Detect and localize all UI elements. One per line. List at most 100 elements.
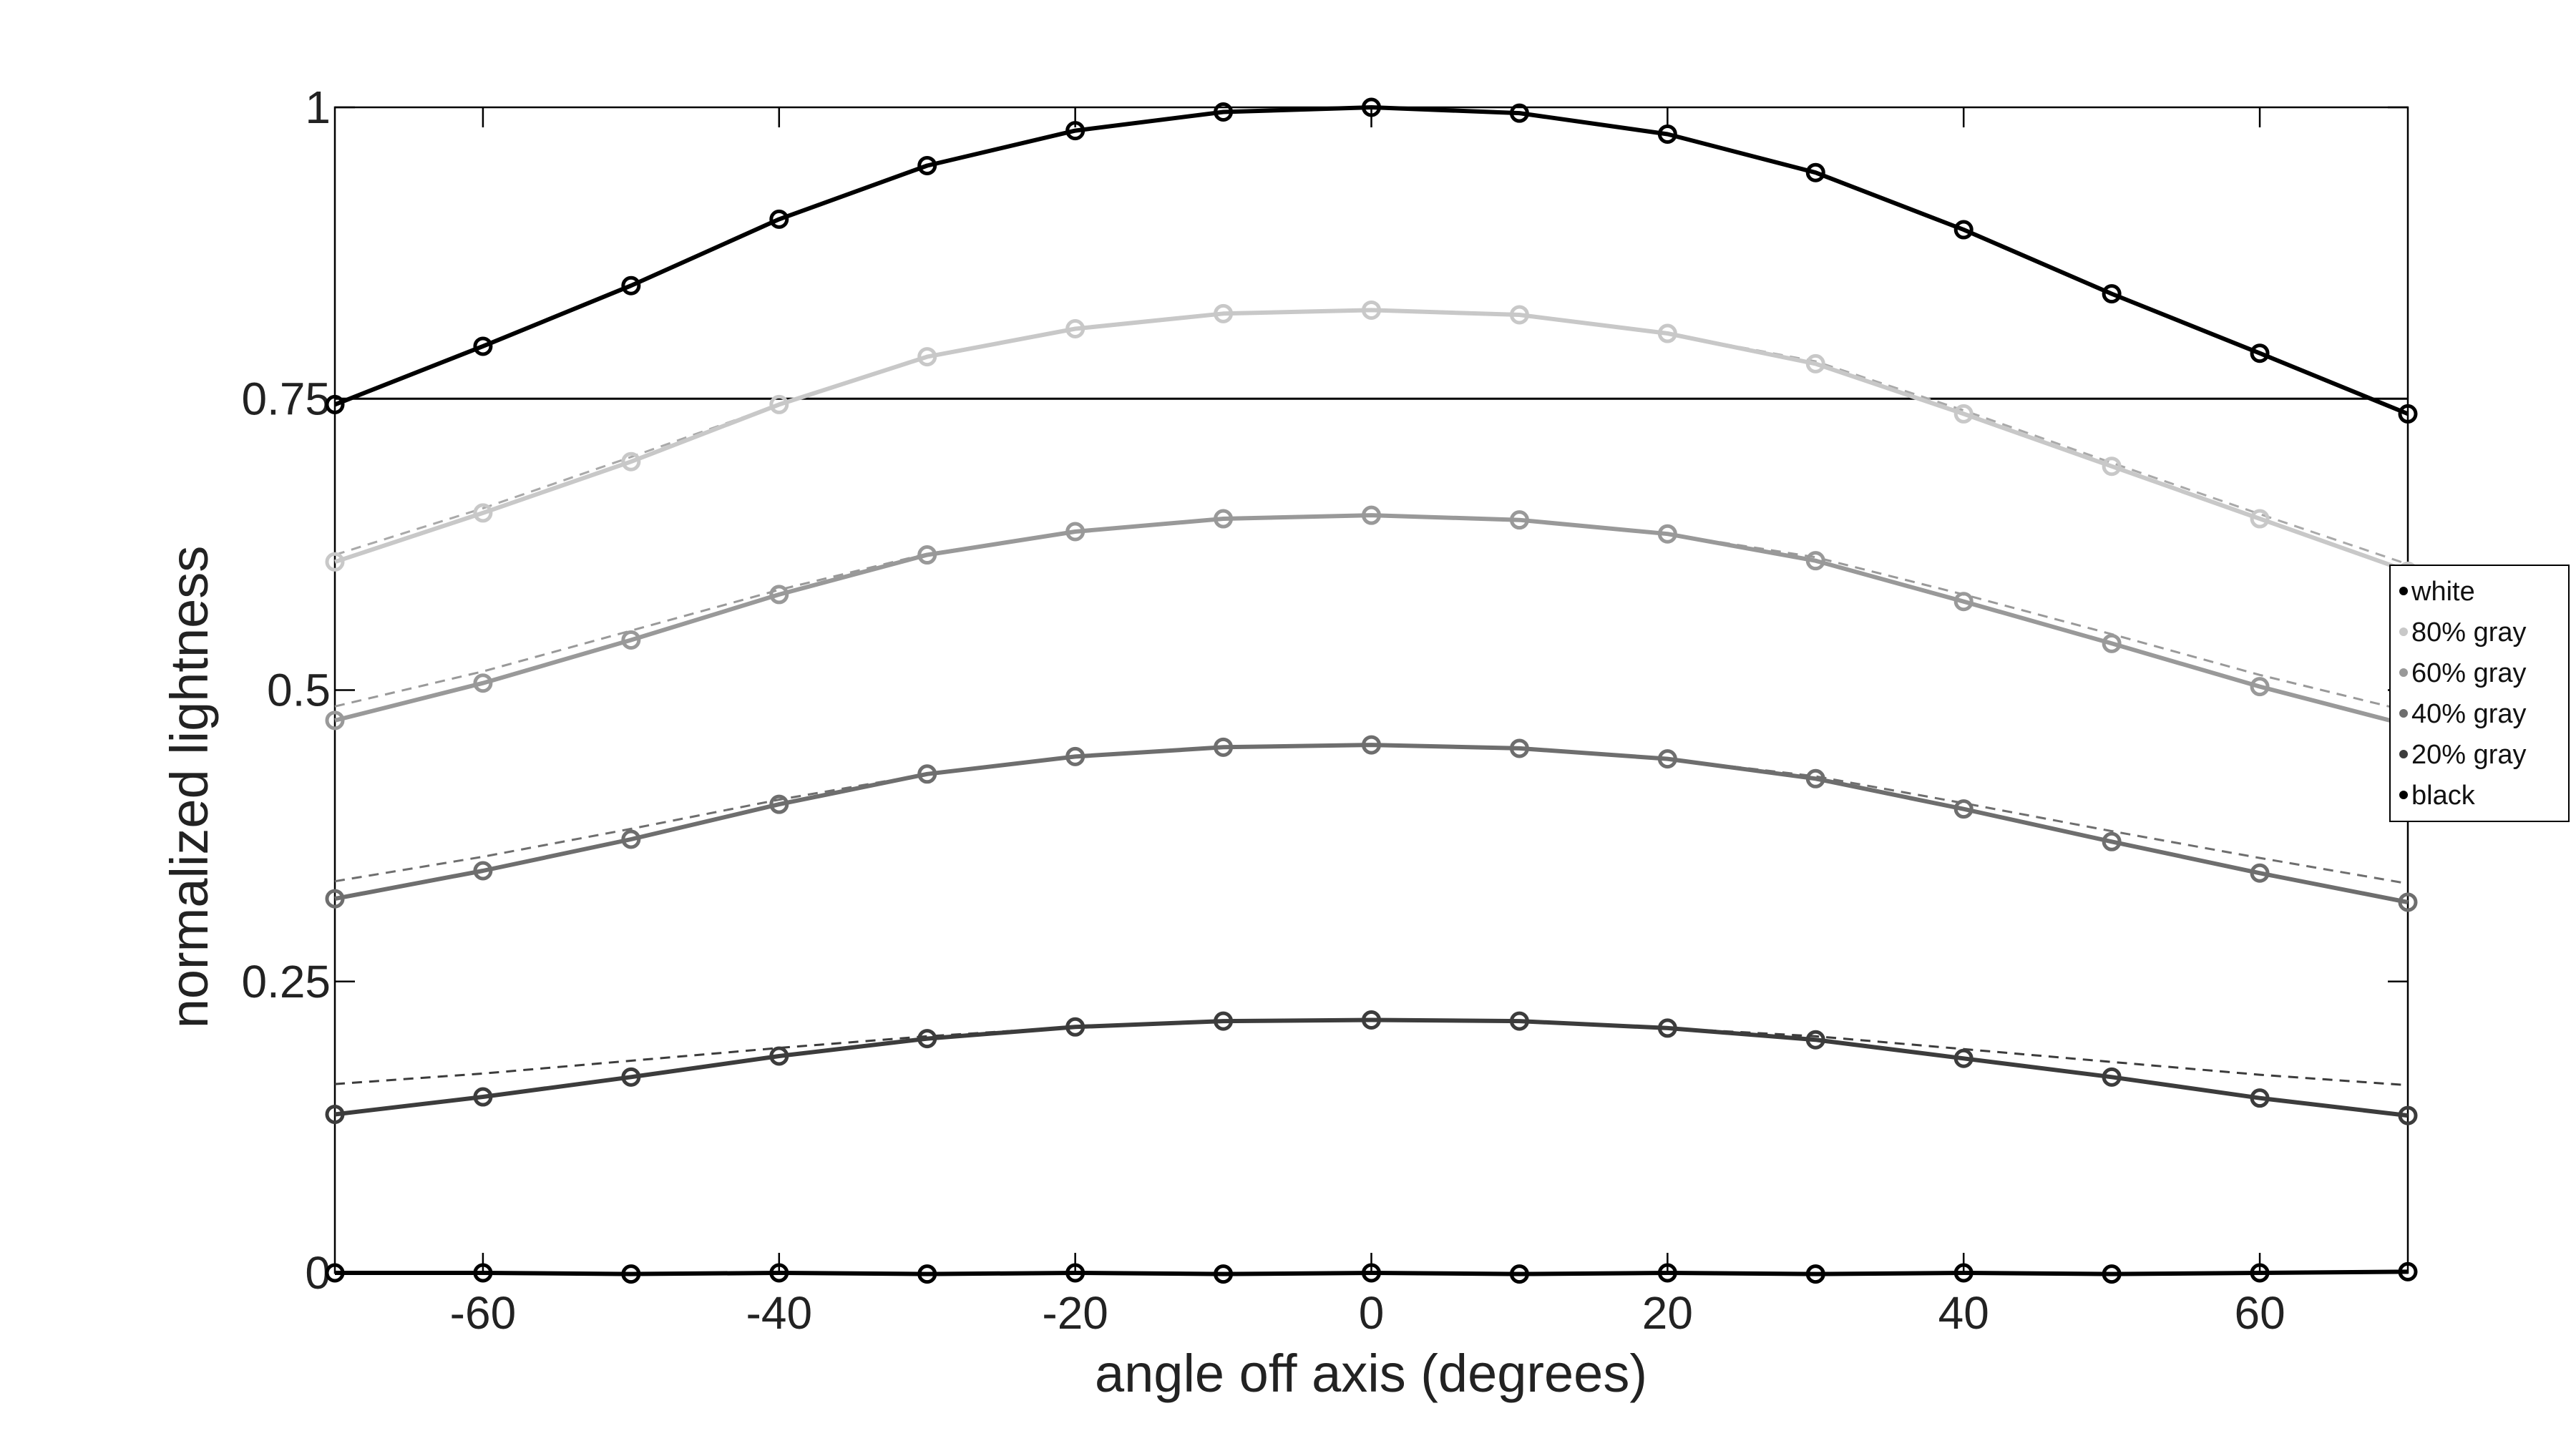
data-point-20-gray: [1509, 1011, 1529, 1031]
data-point-white: [2398, 404, 2418, 424]
y-axis-title: normalized lightness: [160, 546, 219, 1029]
y-tick-label: 0.25: [241, 956, 331, 1007]
data-point-20-gray: [621, 1067, 641, 1087]
legend-marker-40-gray: [2399, 709, 2408, 718]
data-point-40-gray: [1509, 738, 1529, 758]
legend-box: [2389, 565, 2570, 822]
data-point-20-gray: [1657, 1018, 1677, 1038]
series-line-black: [335, 1269, 2409, 1276]
data-point-white: [1509, 103, 1529, 123]
fit-line-60-gray: [334, 514, 2409, 713]
data-point-white: [917, 155, 937, 175]
data-point-white: [325, 394, 345, 414]
data-point-20-gray: [2398, 1105, 2418, 1125]
data-point-black: [1953, 1263, 1974, 1283]
data-point-black: [621, 1264, 641, 1284]
data-point-40-gray: [1953, 799, 1974, 819]
data-point-white: [769, 209, 789, 229]
y-tick-label: 0.75: [241, 373, 331, 424]
data-point-black: [1214, 1264, 1234, 1284]
data-point-60-gray: [473, 673, 493, 693]
data-point-60-gray: [769, 585, 789, 605]
data-point-white: [621, 275, 641, 296]
legend: white 80% gray 60% gray 40% gray 20% gray bla…: [2389, 565, 2570, 822]
data-point-60-gray: [917, 545, 937, 565]
data-point-40-gray: [917, 764, 937, 784]
x-tick-label: -60: [450, 1287, 517, 1339]
data-point-20-gray: [1805, 1030, 1825, 1050]
legend-marker-80-gray: [2399, 627, 2408, 636]
y-tick-label: 1: [305, 82, 331, 133]
data-point-white: [1805, 162, 1825, 182]
data-point-20-gray: [473, 1087, 493, 1107]
data-point-80-gray: [1214, 303, 1234, 323]
data-point-20-gray: [1214, 1011, 1234, 1031]
legend-marker-60-gray: [2399, 668, 2408, 677]
data-point-white: [1065, 121, 1085, 141]
data-point-80-gray: [1657, 323, 1677, 343]
data-point-60-gray: [1214, 509, 1234, 529]
data-point-80-gray: [917, 347, 937, 367]
x-tick-label: 60: [2234, 1287, 2285, 1339]
series-line-white: [333, 105, 2409, 416]
data-point-black: [917, 1264, 937, 1284]
data-point-black: [325, 1263, 345, 1283]
data-point-40-gray: [2250, 863, 2270, 883]
x-tick-label: -40: [746, 1287, 813, 1339]
data-point-black: [1509, 1264, 1529, 1284]
data-point-black: [2250, 1263, 2270, 1283]
data-point-black: [769, 1263, 789, 1283]
x-tick-label: 0: [1359, 1287, 1385, 1339]
data-point-40-gray: [1065, 746, 1085, 766]
data-point-60-gray: [1657, 524, 1677, 544]
legend-marker-20-gray: [2399, 750, 2408, 758]
legend-label-80-gray: 80% gray: [2411, 617, 2527, 648]
data-point-40-gray: [1805, 768, 1825, 788]
data-point-black: [473, 1263, 493, 1283]
legend-marker-white: [2399, 587, 2408, 595]
legend-marker-black: [2399, 791, 2408, 799]
data-point-40-gray: [1362, 735, 1381, 755]
data-point-40-gray: [1214, 737, 1234, 757]
data-point-80-gray: [2102, 456, 2122, 477]
data-point-black: [1362, 1263, 1381, 1283]
series-line-80-gray: [334, 308, 2409, 574]
x-tick-label: -20: [1042, 1287, 1108, 1339]
data-point-white: [1214, 102, 1234, 122]
data-point-80-gray: [769, 394, 789, 414]
data-point-black: [1065, 1263, 1085, 1283]
data-point-80-gray: [2250, 509, 2270, 529]
data-point-white: [1362, 97, 1381, 117]
data-point-black: [2102, 1264, 2122, 1284]
data-point-white: [473, 336, 493, 356]
legend-label-60-gray: 60% gray: [2411, 658, 2527, 688]
data-point-20-gray: [325, 1104, 345, 1124]
data-point-80-gray: [621, 451, 641, 472]
data-point-60-gray: [621, 630, 641, 650]
fit-line-80-gray: [334, 308, 2409, 566]
data-point-40-gray: [325, 889, 345, 909]
data-point-60-gray: [325, 710, 345, 731]
x-axis-title: angle off axis (degrees): [1095, 1344, 1647, 1403]
data-point-40-gray: [2102, 831, 2122, 851]
data-point-40-gray: [769, 794, 789, 814]
data-point-20-gray: [2102, 1067, 2122, 1087]
data-point-80-gray: [1953, 404, 1974, 424]
data-point-20-gray: [769, 1046, 789, 1066]
data-point-80-gray: [473, 503, 493, 523]
data-point-black: [1805, 1264, 1825, 1284]
data-point-black: [2398, 1261, 2418, 1281]
legend-label-40-gray: 40% gray: [2411, 699, 2527, 729]
data-point-white: [1953, 220, 1974, 240]
data-point-80-gray: [1065, 319, 1085, 339]
y-tick-label: 0.5: [267, 665, 331, 716]
data-point-80-gray: [325, 552, 345, 572]
data-point-black: [1657, 1263, 1677, 1283]
legend-label-white: white: [2411, 577, 2475, 607]
data-point-80-gray: [1509, 305, 1529, 325]
series-line-60-gray: [334, 513, 2409, 728]
data-point-40-gray: [1657, 749, 1677, 769]
x-tick-label: 40: [1938, 1287, 1989, 1339]
plot-frame: [333, 106, 2409, 1274]
